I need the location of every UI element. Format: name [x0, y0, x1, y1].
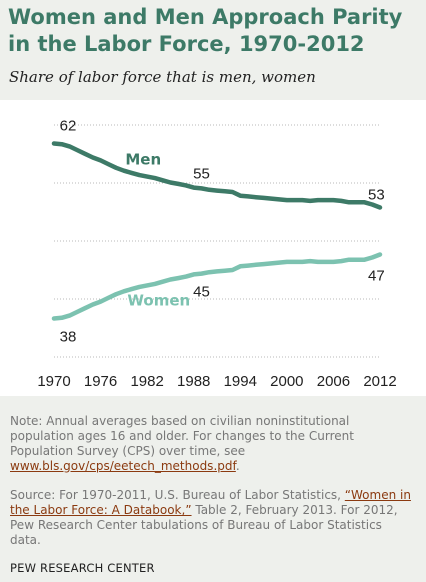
note-end: . [235, 459, 240, 473]
bls-methods-link[interactable]: www.bls.gov/cps/eetech_methods.pdf [10, 459, 236, 473]
x-tick-label: 1970 [37, 373, 70, 390]
x-tick-label: 1988 [177, 373, 210, 390]
series-line-men [51, 141, 383, 210]
x-tick-label: 1982 [130, 373, 163, 390]
source-prefix: Source: For 1970-2011, U.S. Bureau of La… [10, 488, 345, 502]
series-line-women [51, 252, 383, 321]
line-chart: 1970 1976 1982 1988 1994 2000 2006 2012 62 55 53 38… [37, 118, 396, 391]
x-tick-label: 2012 [363, 373, 396, 390]
x-tick-label: 1994 [224, 373, 257, 390]
x-tick-label: 2000 [270, 373, 303, 390]
plot-panel: 1970 1976 1982 1988 1994 2000 2006 2012 62 55 53 38… [0, 100, 426, 396]
source-suffix: Table 2, February 2013. For 2012, Pew Re… [10, 503, 398, 547]
note-text: Note: Annual averages based on civilian … [10, 414, 354, 458]
note: Note: Annual averages based on civilian … [10, 414, 410, 474]
data-label-women: 38 [60, 329, 77, 346]
source: Source: For 1970-2011, U.S. Bureau of La… [10, 488, 415, 548]
series-label-men: Men [125, 151, 161, 169]
data-label-men: 53 [368, 186, 385, 203]
x-tick-label: 1976 [84, 373, 117, 390]
chart-subtitle: Share of labor force that is men, women [9, 68, 316, 86]
x-tick-label: 2006 [317, 373, 350, 390]
data-label-men: 62 [60, 118, 77, 135]
pew-research-center-credit: PEW RESEARCH CENTER [10, 561, 155, 575]
databook-link[interactable]: “Women in the Labor Force: A Databook,” [10, 488, 411, 517]
chart-title: Women and Men Approach Parity in the Lab… [8, 5, 403, 56]
data-label-women: 47 [368, 268, 385, 285]
series-label-women: Women [127, 292, 190, 310]
data-label-men: 55 [193, 165, 210, 182]
data-label-women: 45 [193, 284, 210, 301]
